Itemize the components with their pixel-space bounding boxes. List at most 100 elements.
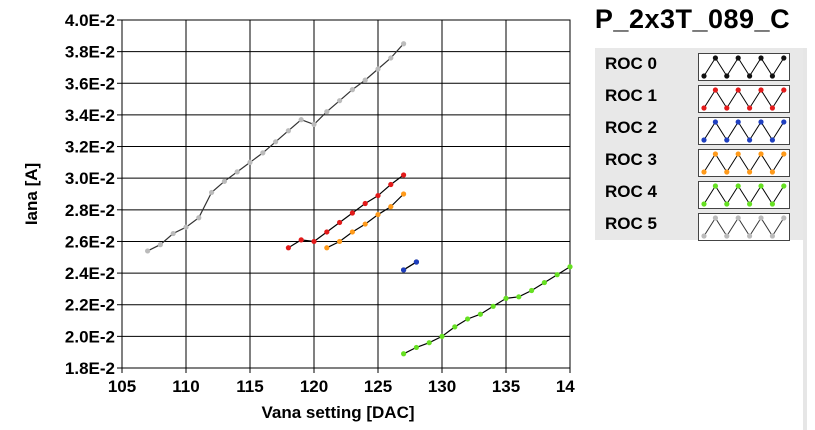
legend-marker	[724, 201, 730, 207]
legend-marker	[758, 87, 764, 93]
chart-title: P_2x3T_089_C	[594, 4, 791, 34]
legend-marker	[701, 233, 707, 239]
data-point	[477, 311, 483, 317]
legend-item: ROC 5	[595, 211, 803, 241]
legend-marker	[781, 215, 787, 221]
data-point	[311, 238, 317, 245]
y-tick-label: 1.8E-2	[65, 359, 115, 378]
legend-marker	[758, 215, 764, 221]
data-point	[349, 210, 355, 216]
legend-swatch	[698, 53, 790, 81]
x-tick-label: 130	[428, 377, 456, 396]
data-point	[285, 245, 291, 251]
legend-swatch	[698, 85, 790, 113]
legend-item: ROC 4	[595, 179, 803, 209]
legend-marker	[712, 55, 718, 61]
data-point	[541, 279, 548, 286]
legend-marker	[781, 183, 787, 189]
data-point	[362, 221, 368, 227]
data-point	[349, 229, 355, 235]
legend-marker	[701, 169, 707, 175]
data-point	[209, 189, 215, 196]
y-tick-label: 3.4E-2	[65, 106, 115, 125]
legend-marker	[769, 105, 775, 111]
data-point	[567, 264, 573, 270]
data-point	[349, 87, 355, 93]
x-tick-label: 120	[300, 377, 328, 396]
plot-area: 105 110 115 120 125 130 135 140 1.8E-2 2.0E-2 2.2E…	[22, 11, 584, 422]
data-point	[324, 229, 330, 235]
y-tick-label: 2.0E-2	[65, 327, 115, 346]
data-point	[503, 295, 509, 301]
legend-marker	[701, 137, 707, 143]
data-point	[273, 139, 279, 145]
legend-marker	[724, 105, 730, 111]
data-point	[362, 200, 368, 207]
legend-marker	[747, 105, 753, 111]
data-point	[388, 55, 394, 61]
data-point	[413, 259, 419, 265]
legend-marker	[758, 183, 764, 189]
data-point	[554, 272, 560, 278]
legend-label: ROC 4	[605, 182, 657, 201]
data-point	[170, 230, 176, 237]
data-point	[401, 41, 407, 47]
legend-marker	[735, 183, 741, 189]
y-tick-label: 3.8E-2	[65, 43, 115, 62]
legend-label: ROC 5	[605, 214, 657, 233]
data-point	[401, 351, 407, 357]
data-point	[439, 333, 445, 339]
data-point	[413, 344, 419, 351]
legend-marker	[769, 137, 775, 143]
legend-line	[703, 89, 785, 109]
data-point	[490, 303, 496, 309]
legend-marker	[712, 151, 718, 157]
data-point	[183, 224, 189, 230]
data-point	[145, 248, 151, 254]
legend-marker	[701, 73, 707, 79]
legend-label: ROC 1	[605, 86, 657, 105]
data-point	[375, 192, 381, 199]
data-point	[221, 178, 227, 184]
legend-scrollbar[interactable]	[803, 48, 807, 430]
legend-marker	[747, 233, 753, 239]
legend-label: ROC 3	[605, 150, 657, 169]
legend-marker	[724, 169, 730, 175]
legend-marker	[724, 73, 730, 79]
x-tick-label: 115	[236, 377, 263, 396]
data-point	[298, 237, 304, 243]
legend-panel: P_2x3T_089_C ROC 0 ROC 1 ROC 2 ROC 3 ROC 4 RO…	[575, 0, 815, 430]
y-tick-label: 3.6E-2	[65, 74, 115, 93]
data-point	[324, 109, 330, 115]
legend-marker	[769, 73, 775, 79]
data-point	[375, 211, 381, 218]
legend-marker	[781, 55, 787, 61]
y-tick-label: 3.0E-2	[65, 169, 115, 188]
legend-marker	[747, 137, 753, 143]
legend-line	[703, 57, 785, 77]
legend-item: ROC 0	[595, 51, 803, 81]
legend-item: ROC 2	[595, 115, 803, 145]
legend-marker	[758, 119, 764, 125]
legend-marker	[735, 151, 741, 157]
legend-marker	[758, 151, 764, 157]
y-tick-label: 4.0E-2	[65, 11, 115, 30]
data-point	[285, 128, 291, 134]
x-tick-label: 125	[364, 377, 392, 396]
data-point	[362, 77, 368, 83]
data-point	[452, 324, 458, 330]
legend-swatch	[698, 181, 790, 209]
legend-line	[703, 153, 785, 173]
legend-item: ROC 3	[595, 147, 803, 177]
y-tick-label: 2.2E-2	[65, 296, 115, 315]
legend-swatch	[698, 149, 790, 177]
data-point	[196, 215, 202, 221]
series-line	[288, 174, 404, 249]
data-point	[388, 181, 394, 188]
data-point	[260, 150, 266, 156]
data-point	[388, 204, 394, 210]
x-tick-label: 110	[172, 377, 199, 396]
legend-line	[703, 121, 785, 141]
legend-marker	[712, 87, 718, 93]
legend-swatch	[698, 117, 790, 145]
